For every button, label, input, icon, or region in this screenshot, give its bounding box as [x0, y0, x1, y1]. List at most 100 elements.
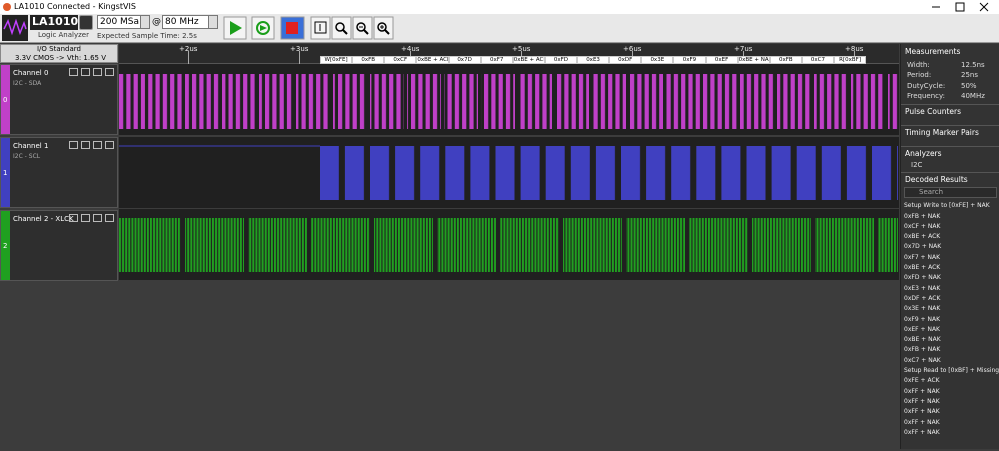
xlck-wave [119, 218, 898, 272]
io-standard: I/O Standard 3.3V CMOS -> Vth: 1.65 V [0, 44, 118, 63]
divider [901, 104, 999, 106]
decode-label: 0xFB [352, 56, 385, 64]
decoded-item[interactable]: 0xBE + ACK [904, 233, 941, 241]
channel-tool[interactable] [81, 141, 90, 149]
ruler-tick [299, 51, 300, 64]
expected-time: Expected Sample Time: 2.5s [97, 32, 197, 40]
sda-wave [119, 74, 898, 129]
section-header[interactable]: Decoded Results [905, 175, 968, 185]
section-header[interactable]: Analyzers [905, 149, 942, 159]
channel-tool[interactable] [93, 141, 102, 149]
decoded-item[interactable]: 0xFF + NAK [904, 408, 940, 416]
ruler-label: +5us [512, 45, 531, 53]
decoded-item[interactable]: 0xF9 + NAK [904, 315, 941, 323]
frequency-arrow[interactable] [208, 16, 217, 28]
decoded-item[interactable]: 0xFF + NAK [904, 397, 940, 405]
channel-list: 0 Channel 0 I2C - SDA 1 Channel 1 I2C - SCL 2 C… [0, 64, 118, 449]
channel-tool[interactable] [69, 141, 78, 149]
frequency-select[interactable]: 80 MHz [162, 15, 218, 29]
channel-tool[interactable] [105, 214, 114, 222]
window-controls[interactable] [930, 2, 996, 12]
channel-tool[interactable] [105, 68, 114, 76]
ruler-label: +6us [623, 45, 642, 53]
decoded-item[interactable]: 0xBE + ACK [904, 264, 941, 271]
decode-label: 0x3E [641, 56, 674, 64]
decoded-item[interactable]: 0xFE + ACK [904, 377, 940, 385]
measure-label: Frequency: [907, 91, 946, 100]
decoded-item[interactable]: 0xFB + NAK [904, 346, 941, 354]
channel-color [1, 138, 10, 207]
toolbar: LA1010 Logic Analyzer 200 MSa @ 80 MHz E… [0, 14, 999, 43]
decoded-item[interactable]: 0xCF + NAK [904, 222, 941, 230]
app-icon [3, 3, 11, 11]
action-buttons [223, 16, 394, 40]
measure-label: DutyCycle: [907, 81, 946, 90]
title-bar: LA1010 Connected - KingstVIS [0, 0, 999, 14]
side-panel: Measurements Width: 12.5ns Period: 25ns DutyC… [900, 44, 999, 449]
measure-label: Period: [907, 71, 932, 80]
measure-value: 12.5ns [961, 61, 985, 69]
channel-name: Channel 0 [13, 69, 49, 77]
decoded-item[interactable]: 0xDF + ACK [904, 294, 941, 302]
decoded-item[interactable]: 0xEF + NAK [904, 325, 940, 333]
divider [901, 146, 999, 148]
decoded-item[interactable]: 0xBE + NAK [904, 336, 941, 344]
decoded-item[interactable]: 0xFF + NAK [904, 428, 940, 436]
decoded-item[interactable]: 0xF7 + NAK [904, 253, 941, 261]
sample-rate-select[interactable]: 200 MSa [97, 15, 150, 29]
channel-tool[interactable] [93, 68, 102, 76]
waveform-area [119, 64, 899, 449]
divider [901, 125, 999, 127]
loop-button[interactable] [251, 16, 275, 40]
channel-tool[interactable] [93, 214, 102, 222]
sample-rate-arrow[interactable] [140, 16, 149, 28]
ruler-label: +7us [734, 45, 753, 53]
section-header[interactable]: Measurements [905, 47, 961, 56]
start-button[interactable] [223, 16, 247, 40]
tool-buttons[interactable] [310, 16, 394, 40]
ruler-label: +2us [179, 45, 198, 53]
decode-label: 0xCF [384, 56, 417, 64]
ruler-label: +4us [401, 45, 420, 53]
waveforms [119, 64, 899, 449]
channel-tool[interactable] [69, 214, 78, 222]
channel-sub: I2C - SCL [13, 153, 41, 160]
ruler-label: +3us [290, 45, 309, 53]
analyzer-item[interactable]: I2C [911, 161, 923, 170]
measure-value: 25ns [961, 71, 978, 80]
section-header[interactable]: Timing Marker Pairs [905, 128, 979, 138]
decode-label: 0xBE + ACK [512, 56, 545, 64]
decode-label: 0xFB [769, 56, 802, 64]
decode-label: R[0xBF] [834, 56, 867, 64]
decoded-item[interactable]: 0xFF + NAK [904, 387, 940, 395]
decoded-item[interactable]: Setup Write to [0xFE] + NAK [904, 202, 990, 210]
decode-row: W[0xFE] 0xFB 0xCF 0xBE + ACK 0x7D 0xF7 0xBE + … [320, 56, 867, 64]
decoded-item[interactable]: Setup Read to [0xBF] + Missing ACK [904, 367, 999, 374]
channel-tool[interactable] [81, 214, 90, 222]
section-header[interactable]: Pulse Counters [905, 107, 962, 117]
io-value[interactable]: 3.3V CMOS -> Vth: 1.65 V [15, 54, 107, 62]
decoded-item[interactable]: 0x3E + NAK [904, 305, 941, 313]
scl-wave [320, 146, 898, 200]
decode-label: W[0xFE] [320, 56, 353, 64]
decoded-item[interactable]: 0xFD + NAK [904, 274, 941, 282]
decode-label: 0xFD [544, 56, 577, 64]
channel-name: Channel 1 [13, 142, 49, 150]
channel-header: 1 Channel 1 I2C - SCL [0, 137, 118, 208]
channel-tool[interactable] [69, 68, 78, 76]
stop-button[interactable] [280, 16, 305, 40]
decode-label: 0xF9 [673, 56, 706, 64]
decoded-item[interactable]: 0x7D + NAK [904, 243, 942, 251]
measure-value: 40MHz [961, 91, 985, 100]
decode-label: 0xDF [609, 56, 642, 64]
decoded-item[interactable]: 0xC7 + NAK [904, 356, 941, 364]
search-box[interactable]: Search [904, 187, 997, 199]
channel-header: 0 Channel 0 I2C - SDA [0, 64, 118, 135]
decoded-item[interactable]: 0xFB + NAK [904, 212, 941, 220]
decoded-item[interactable]: 0xE3 + NAK [904, 284, 941, 292]
channel-tool[interactable] [105, 141, 114, 149]
decoded-item[interactable]: 0xFF + NAK [904, 418, 940, 426]
channel-tool[interactable] [81, 68, 90, 76]
device-settings[interactable] [79, 15, 93, 30]
decode-label: 0x7D [448, 56, 481, 64]
